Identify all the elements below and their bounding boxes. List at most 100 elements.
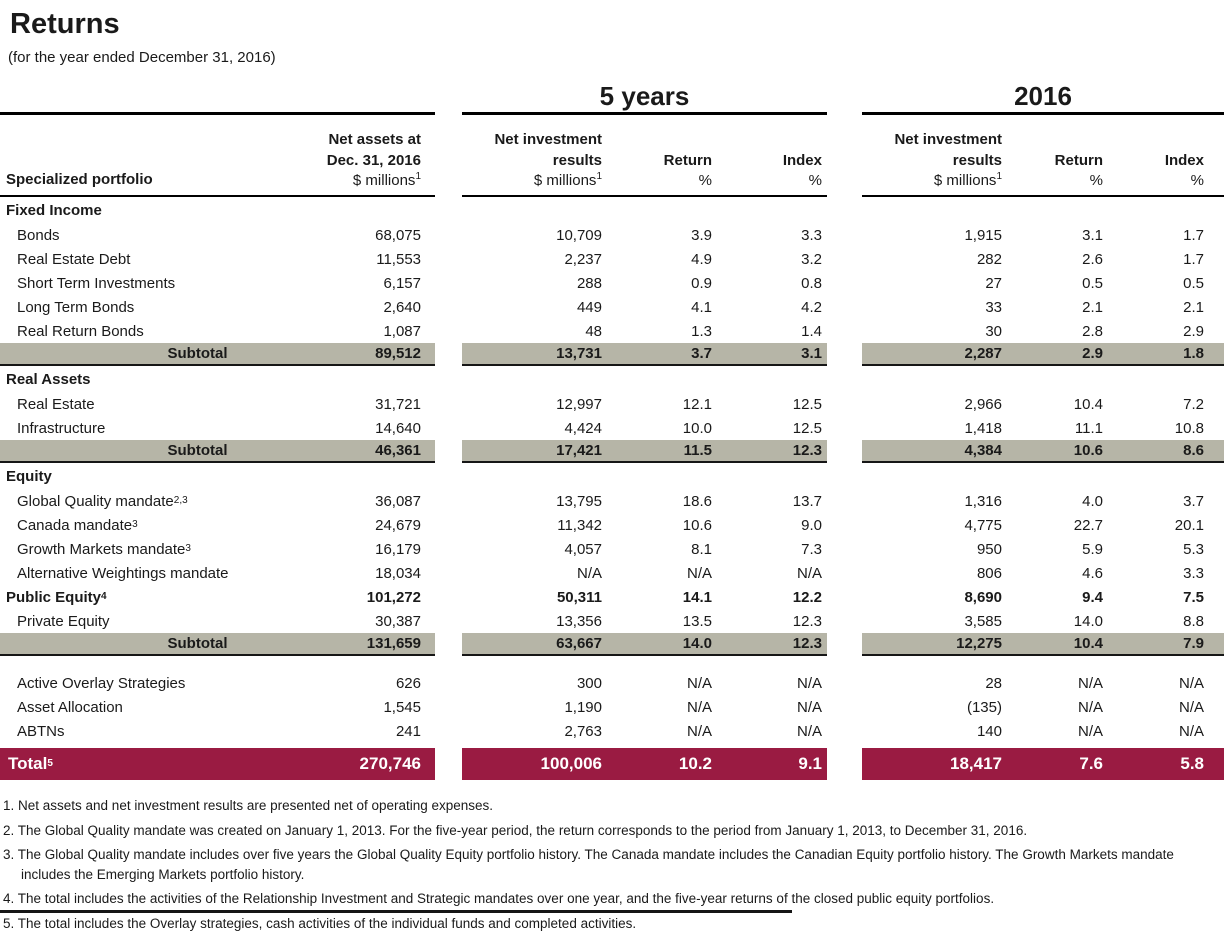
percent-label: %: [1089, 171, 1103, 189]
5y-return-value: 4.9: [691, 250, 712, 268]
2016-return-value: 0.5: [1082, 274, 1103, 292]
net-assets-value: 241: [395, 722, 421, 740]
5y-index-value: N/A: [796, 564, 822, 582]
specialized-portfolio-label: Specialized portfolio: [6, 170, 153, 188]
gap: [435, 561, 462, 585]
5y-index-subtotal: 12.3: [717, 633, 827, 656]
2016-nir-value: 1,316: [964, 492, 1002, 510]
percent-label: %: [1190, 171, 1204, 189]
2016-index-value: 8.8: [1183, 612, 1204, 630]
5y-index-subtotal: 12.3: [717, 440, 827, 463]
row-label: Real Estate Debt: [17, 250, 131, 268]
row-label: Global Quality mandate 2,3: [17, 492, 188, 510]
row-label: Alternative Weightings mandate: [17, 564, 229, 582]
gap: [435, 416, 462, 440]
5y-nir-value: 2,237: [564, 250, 602, 268]
2016-nir-value: 2,966: [964, 395, 1002, 413]
5y-return-value: 10.0: [682, 419, 712, 437]
gap: [435, 585, 462, 609]
5y-index-value: 12.5: [792, 419, 822, 437]
5y-index-value: 12.5: [792, 395, 822, 413]
column-header-row: Specialized portfolio Net assets at Dec.…: [0, 115, 1224, 197]
gap: [435, 319, 462, 343]
row-label: Bonds: [17, 226, 60, 244]
5y-nir-value: 4,057: [564, 540, 602, 558]
5y-index-value: 12.3: [792, 612, 822, 630]
gap: [435, 295, 462, 319]
5y-nir-value: 12,997: [556, 395, 602, 413]
net-assets-value: 14,640: [375, 419, 421, 437]
row-label: Active Overlay Strategies: [17, 674, 186, 692]
5y-nir-value: 1,190: [564, 698, 602, 716]
gap: [827, 319, 862, 343]
gap: [435, 440, 462, 463]
gap: [827, 343, 862, 366]
5y-nir-header: Net investment results $ millions1: [462, 115, 607, 197]
return-label: Return: [1054, 151, 1103, 169]
nir-line2: results: [552, 151, 602, 169]
2016-return-value: N/A: [1077, 698, 1103, 716]
2016-return-value: N/A: [1077, 722, 1103, 740]
row-label: Public Equity 4: [6, 588, 107, 606]
net-assets-value: 101,272: [366, 588, 421, 606]
net-assets-value: 16,179: [375, 540, 421, 558]
left-column-header: Specialized portfolio Net assets at Dec.…: [0, 115, 435, 197]
5y-return-value: 10.6: [682, 516, 712, 534]
5y-return-value: 8.1: [691, 540, 712, 558]
2016-index-value: N/A: [1178, 722, 1204, 740]
subtotal-row: Subtotal 131,659 63,667 14.0 12.3 12,275…: [0, 633, 1224, 656]
5y-nir-total: 100,006: [462, 748, 607, 780]
section-heading-row: Fixed Income: [0, 197, 1224, 223]
section-heading: Fixed Income: [6, 201, 102, 219]
5y-index-value: 0.8: [801, 274, 822, 292]
group-2016-label: 2016: [1014, 80, 1072, 111]
net-assets-value: 18,034: [375, 564, 421, 582]
group-5-years: 5 years: [462, 79, 827, 115]
subtotal-left: Subtotal 46,361: [0, 440, 435, 463]
5y-return-subtotal: 11.5: [607, 440, 717, 463]
2016-index-value: 5.3: [1183, 540, 1204, 558]
5y-nir-value: 449: [576, 298, 602, 316]
gap: [435, 537, 462, 561]
table-row: Bonds 68,075 10,709 3.9 3.3 1,915 3.1 1.…: [0, 223, 1224, 247]
5y-nir-value: 48: [585, 322, 602, 340]
group-5-years-label: 5 years: [599, 80, 690, 111]
5y-return-value: N/A: [686, 564, 712, 582]
2016-index-value: 3.7: [1183, 492, 1204, 510]
5y-nir-subtotal: 63,667: [462, 633, 607, 656]
2016-return-subtotal: 10.4: [1007, 633, 1108, 656]
row-label: Asset Allocation: [17, 698, 123, 716]
2016-return-total: 7.6: [1007, 748, 1108, 780]
5y-return-value: 18.6: [682, 492, 712, 510]
net-assets-value: 30,387: [375, 612, 421, 630]
5y-nir-value: 13,356: [556, 612, 602, 630]
5y-return-subtotal: 14.0: [607, 633, 717, 656]
table-row: Short Term Investments 6,157 288 0.9 0.8…: [0, 271, 1224, 295]
2016-nir-header: Net investment results $ millions1: [862, 115, 1007, 197]
group-2016: 2016: [862, 79, 1224, 115]
returns-table: 5 years 2016 Specialized portfolio Net a…: [0, 79, 1224, 780]
row-label: Long Term Bonds: [17, 298, 135, 316]
5y-return-value: 1.3: [691, 322, 712, 340]
net-assets-line1: Net assets at: [328, 131, 421, 149]
gap: [827, 748, 862, 780]
footnote-2: 2. The Global Quality mandate was create…: [3, 822, 1028, 838]
2016-return-header: Return %: [1007, 115, 1108, 197]
2016-index-value: 3.3: [1183, 564, 1204, 582]
5y-index-value: 7.3: [801, 540, 822, 558]
section-heading: Equity: [6, 467, 52, 485]
5y-return-value: N/A: [686, 722, 712, 740]
table-row-public-equity: Public Equity 4 101,272 50,311 14.1 12.2 …: [0, 585, 1224, 609]
2016-return-subtotal: 10.6: [1007, 440, 1108, 463]
5y-return-total: 10.2: [607, 748, 717, 780]
net-assets-value: 24,679: [375, 516, 421, 534]
5y-return-value: 13.5: [682, 612, 712, 630]
2016-nir-subtotal: 4,384: [862, 440, 1007, 463]
gap: [827, 440, 862, 463]
2016-nir-value: 30: [985, 322, 1002, 340]
2016-index-subtotal: 7.9: [1108, 633, 1224, 656]
net-assets-value: 1,087: [383, 322, 421, 340]
nir-line1: Net investment: [894, 131, 1002, 149]
total-row: Total 5 270,746 100,006 10.2 9.1 18,417 7…: [0, 748, 1224, 780]
millions-label: $ millions1: [533, 170, 602, 189]
